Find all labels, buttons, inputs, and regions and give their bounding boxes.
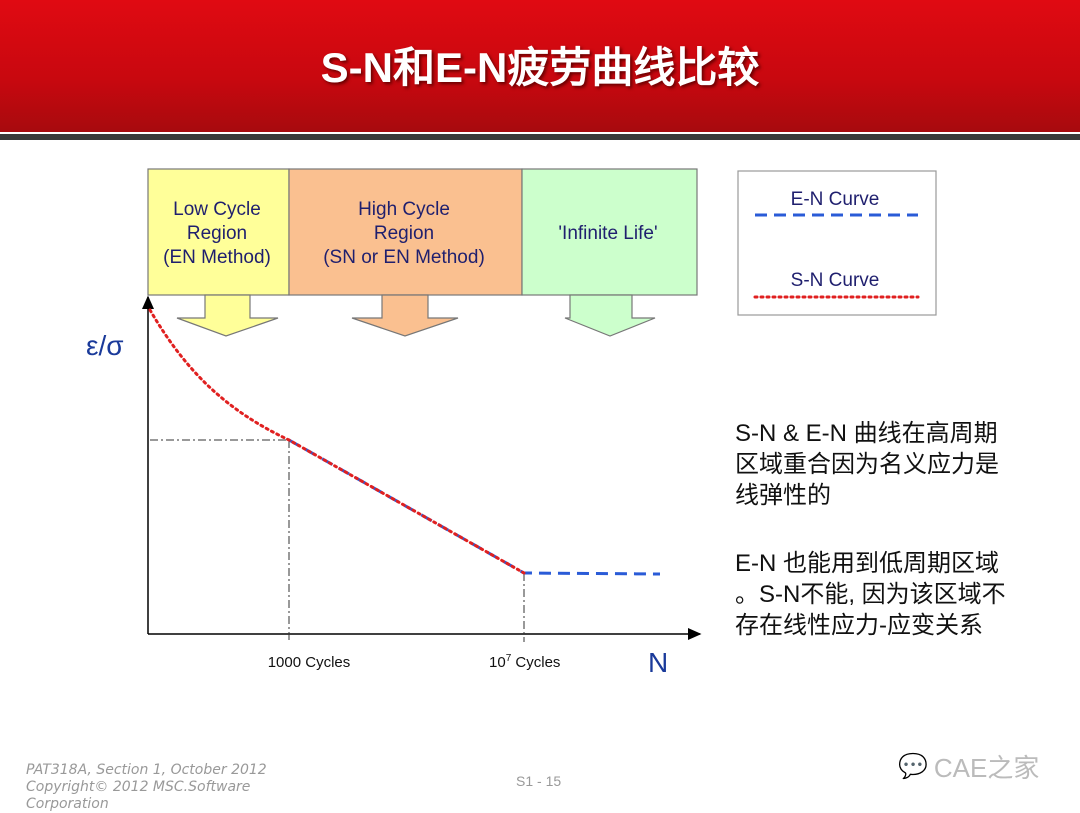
note-paragraph-1: S-N & E-N 曲线在高周期 区域重合因为名义应力是 线弹性的 [735,418,999,511]
region-low-label-2: Region [187,223,247,244]
footer-copyright-2: Corporation [26,796,109,812]
region-high-label-3: (SN or EN Method) [323,247,485,268]
note-line: 线弹性的 [735,482,831,509]
y-axis-label: ε/σ [86,330,124,361]
region-high-label-1: High Cycle [358,199,450,220]
region-infinite-label: 'Infinite Life' [558,223,657,244]
region-infinite-life [521,168,698,296]
wechat-icon: 💬 [898,753,928,780]
legend-sn-label: S-N Curve [791,270,880,291]
region-low-label-3: (EN Method) [163,247,271,268]
sn-curve [148,308,526,575]
region-high-label-2: Region [374,223,434,244]
footer-course-line: PAT318A, Section 1, October 2012 [26,762,267,778]
note-line: E-N 也能用到低周期区域 [735,550,999,577]
arrow-infinite-life [564,294,656,337]
watermark: 💬 CAE之家 [898,748,1039,785]
arrow-low-cycle [176,294,279,337]
note-line: 存在线性应力-应变关系 [735,612,983,639]
legend-box [737,170,937,316]
arrow-high-cycle [351,294,459,337]
watermark-text: CAE之家 [933,753,1040,783]
footer-copyright: Copyright© 2012 MSC.Software [26,779,251,795]
region-high-cycle [288,168,523,296]
note-line: 。S-N不能, 因为该区域不 [735,581,1006,608]
note-line: 区域重合因为名义应力是 [735,451,999,478]
title-band [0,0,1080,132]
region-low-label-1: Low Cycle [173,199,261,220]
note-paragraph-2: E-N 也能用到低周期区域 。S-N不能, 因为该区域不 存在线性应力-应变关系 [735,548,1006,641]
footer-course: PAT318A, Section 1, October 2012 Copyrig… [26,762,267,813]
slide-title: S-N和E-N疲劳曲线比较 [320,44,760,91]
title-divider [0,134,1080,140]
en-curve [288,438,661,576]
page-number: S1 - 15 [516,773,562,789]
tick-1000-cycles: 1000 Cycles [268,654,351,671]
region-low-cycle [147,168,290,296]
tick-1e7-cycles: 107 Cycles [489,653,560,671]
legend-en-label: E-N Curve [791,189,880,210]
note-line: S-N & E-N 曲线在高周期 [735,420,998,447]
x-axis-label: N [648,647,668,678]
